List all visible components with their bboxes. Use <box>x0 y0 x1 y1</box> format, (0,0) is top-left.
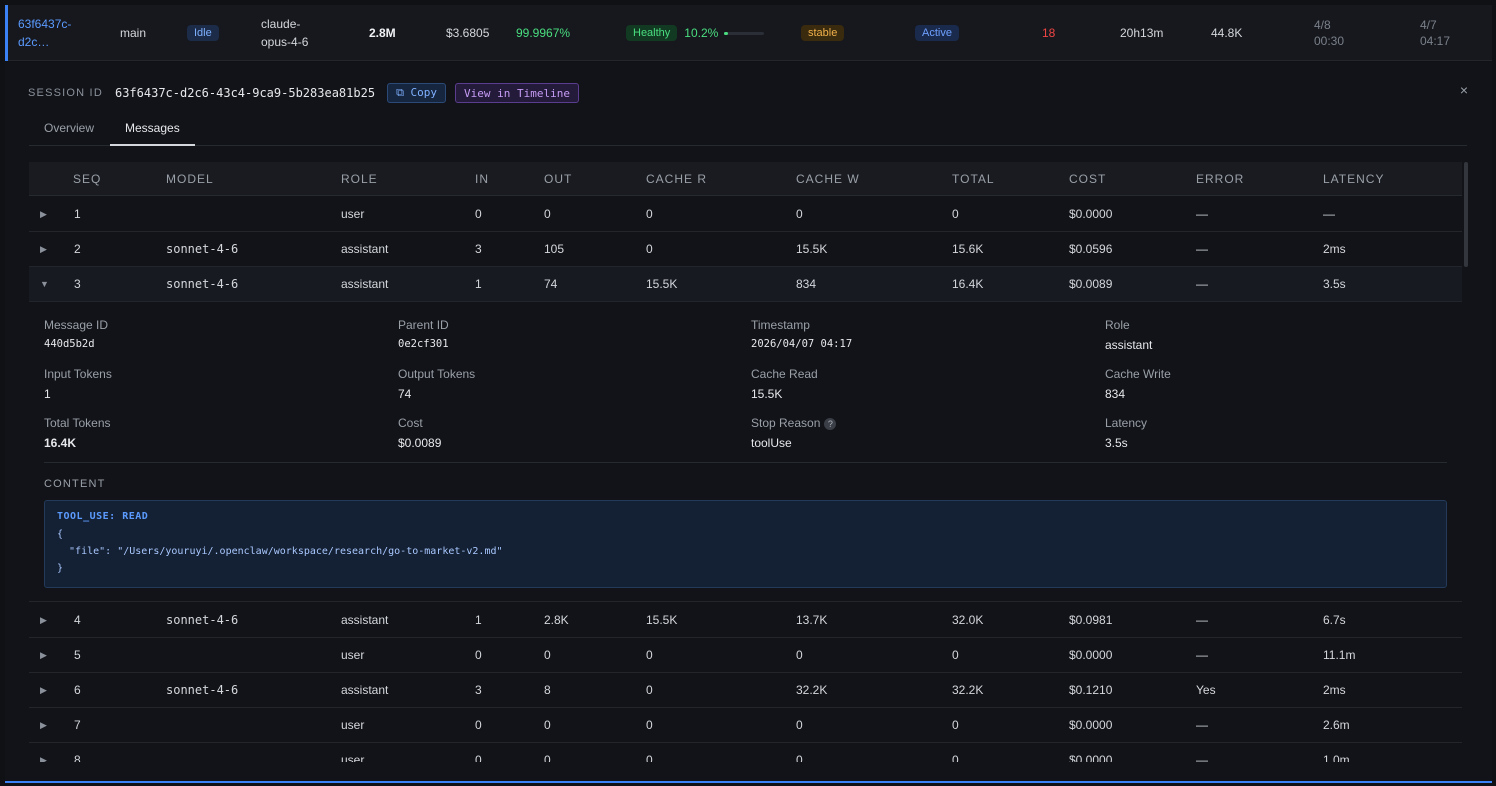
tool-use-title: TOOL_USE: READ <box>57 511 149 522</box>
cache-read-field: Cache Read 15.5K <box>751 367 818 401</box>
cost-cell: $3.6805 <box>446 26 490 40</box>
first-activity-cell: 4/7 04:17 <box>1420 18 1451 48</box>
session-id-value: 63f6437c-d2c6-43c4-9ca9-5b283ea81b25 <box>114 86 376 100</box>
latency-field: Latency 3.5s <box>1105 416 1148 450</box>
input-tokens-field: Input Tokens 1 <box>44 367 112 401</box>
stability-cell: stable <box>801 5 845 61</box>
last-activity-cell: 4/8 00:30 <box>1314 18 1345 48</box>
header-cost[interactable]: COST <box>1069 172 1107 186</box>
state-cell: Active <box>915 5 959 61</box>
total-tokens-field: Total Tokens 16.4K <box>44 416 111 450</box>
session-row[interactable]: 63f6437c- d2c… main Idle claude- opus-4-… <box>5 5 1492 61</box>
table-row[interactable]: ▶ 1 user 0 0 0 0 0 $0.0000 — — <box>29 197 1462 232</box>
close-icon[interactable]: × <box>1459 82 1468 98</box>
divider <box>44 462 1447 463</box>
session-detail-panel: SESSION ID 63f6437c-d2c6-43c4-9ca9-5b283… <box>5 62 1492 782</box>
size-cell: 44.8K <box>1211 26 1243 40</box>
header-out[interactable]: OUT <box>544 172 573 186</box>
code-line: { <box>57 529 64 540</box>
stability-badge: stable <box>801 25 845 41</box>
table-row[interactable]: ▶ 6 sonnet-4-6 assistant 3 8 0 32.2K 32.… <box>29 673 1462 708</box>
output-tokens-field: Output Tokens 74 <box>398 367 476 401</box>
errors-cell: 18 <box>1042 26 1056 40</box>
expand-caret-icon[interactable]: ▶ <box>40 755 47 762</box>
table-row[interactable]: ▶ 5 user 0 0 0 0 0 $0.0000 — 11.1m <box>29 638 1462 673</box>
code-line: "file": "/Users/youruyi/.openclaw/worksp… <box>57 546 503 557</box>
expand-caret-icon[interactable]: ▶ <box>40 685 47 695</box>
expand-caret-icon[interactable]: ▶ <box>40 244 47 254</box>
expand-caret-icon[interactable]: ▶ <box>40 720 47 730</box>
health-cell: Healthy 10.2% <box>626 5 765 61</box>
tab-overview[interactable]: Overview <box>44 121 95 135</box>
header-total[interactable]: TOTAL <box>952 172 995 186</box>
health-percent: 10.2% <box>684 26 719 40</box>
duration-cell: 20h13m <box>1120 26 1164 40</box>
header-latency[interactable]: LATENCY <box>1323 172 1385 186</box>
state-badge: Active <box>915 25 959 41</box>
table-row[interactable]: ▶ 4 sonnet-4-6 assistant 1 2.8K 15.5K 13… <box>29 603 1462 638</box>
header-model[interactable]: MODEL <box>166 172 214 186</box>
header-error[interactable]: ERROR <box>1196 172 1245 186</box>
table-row[interactable]: ▶ 7 user 0 0 0 0 0 $0.0000 — 2.6m <box>29 708 1462 743</box>
table-scrollbar[interactable] <box>1464 162 1468 267</box>
bottom-accent-line <box>5 781 1492 783</box>
view-in-timeline-button[interactable]: View in Timeline <box>455 83 579 103</box>
content-label: CONTENT <box>44 478 106 490</box>
session-id-header: SESSION ID 63f6437c-d2c6-43c4-9ca9-5b283… <box>28 82 588 104</box>
uptime-cell: 99.9967% <box>516 26 571 40</box>
header-cache-r[interactable]: CACHE R <box>646 172 708 186</box>
session-id-label: SESSION ID <box>28 87 103 99</box>
table-header: SEQ MODEL ROLE IN OUT CACHE R CACHE W TO… <box>29 162 1462 196</box>
expand-caret-icon[interactable]: ▶ <box>40 615 47 625</box>
table-row-expanded[interactable]: ▼ 3 sonnet-4-6 assistant 1 74 15.5K 834 … <box>29 267 1462 302</box>
session-id-link[interactable]: 63f6437c- d2c… <box>18 17 72 49</box>
health-bar <box>724 31 765 35</box>
role-field: Role assistant <box>1105 318 1153 352</box>
model-cell: claude- opus-4-6 <box>261 17 309 49</box>
tokens-cell: 2.8M <box>369 26 396 40</box>
agent-cell: main <box>120 26 147 40</box>
message-id-field: Message ID 440d5b2d <box>44 318 109 350</box>
selected-accent-bar <box>5 5 8 61</box>
header-seq[interactable]: SEQ <box>73 172 102 186</box>
messages-table: SEQ MODEL ROLE IN OUT CACHE R CACHE W TO… <box>29 162 1462 762</box>
header-in[interactable]: IN <box>475 172 489 186</box>
expand-caret-icon[interactable]: ▶ <box>40 650 47 660</box>
cost-field: Cost $0.0089 <box>398 416 442 450</box>
expand-caret-icon[interactable]: ▶ <box>40 209 47 219</box>
detail-tabs: Overview Messages <box>29 114 1467 146</box>
tab-messages[interactable]: Messages <box>110 114 195 146</box>
tool-use-content-box: TOOL_USE: READ { "file": "/Users/youruyi… <box>44 500 1447 588</box>
table-row[interactable]: ▶ 2 sonnet-4-6 assistant 3 105 0 15.5K 1… <box>29 232 1462 267</box>
code-line: } <box>57 563 64 574</box>
message-detail: Message ID 440d5b2d Parent ID 0e2cf301 T… <box>29 302 1462 602</box>
copy-button[interactable]: ⧉ Copy <box>387 83 447 103</box>
cache-write-field: Cache Write 834 <box>1105 367 1171 401</box>
session-id-cell[interactable]: 63f6437c- d2c… <box>18 5 71 61</box>
table-row[interactable]: ▶ 8 user 0 0 0 0 0 $0.0000 — 1.0m <box>29 743 1462 762</box>
collapse-caret-icon[interactable]: ▼ <box>40 279 49 289</box>
header-cache-w[interactable]: CACHE W <box>796 172 860 186</box>
timestamp-field: Timestamp 2026/04/07 04:17 <box>751 318 853 350</box>
health-bar-fill <box>724 31 729 35</box>
header-role[interactable]: ROLE <box>341 172 378 186</box>
stop-reason-field: Stop Reason? toolUse <box>751 416 837 450</box>
status-cell: Idle <box>187 5 219 61</box>
parent-id-field: Parent ID 0e2cf301 <box>398 318 449 350</box>
status-badge: Idle <box>187 25 219 41</box>
health-badge: Healthy <box>626 25 678 41</box>
help-icon[interactable]: ? <box>824 418 837 430</box>
